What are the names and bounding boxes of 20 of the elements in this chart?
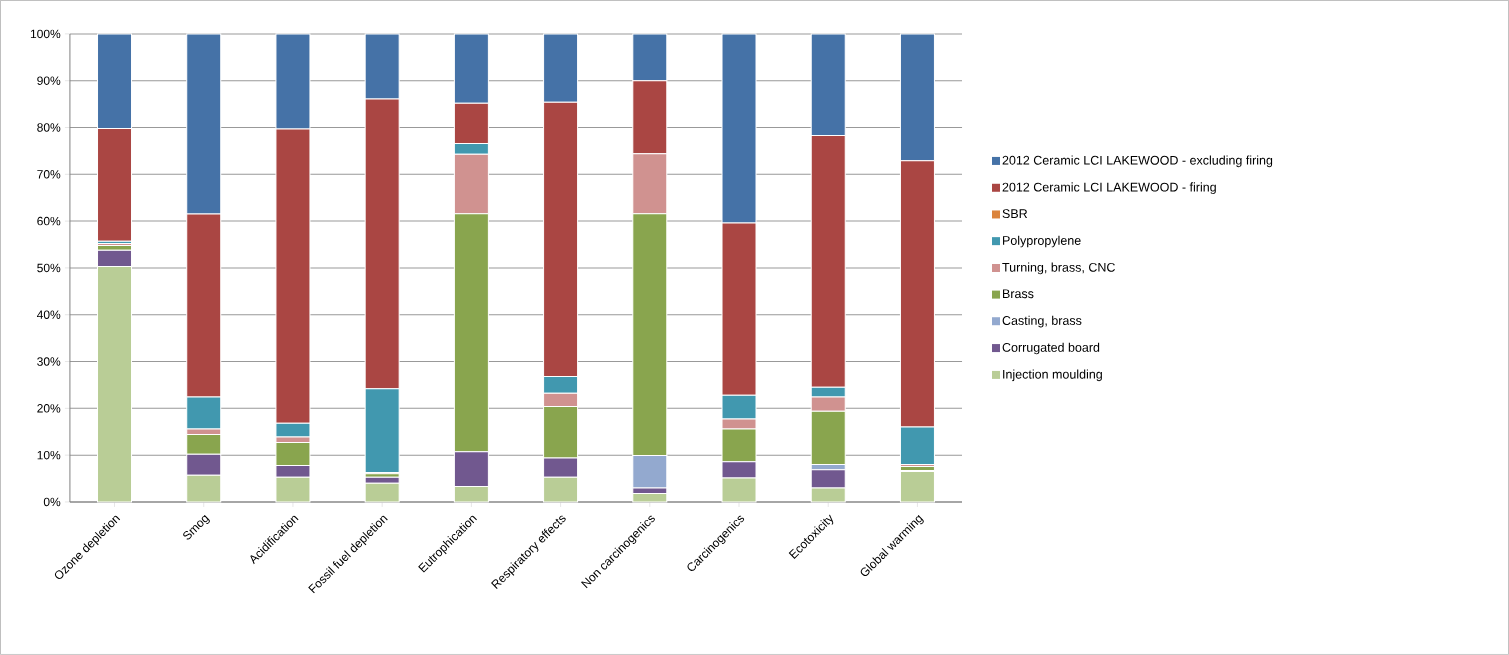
y-tick-label: 60% bbox=[37, 216, 61, 226]
legend-label: Turning, brass, CNC bbox=[1002, 262, 1115, 275]
legend-label: Corrugated board bbox=[1002, 342, 1100, 355]
legend-label: 2012 Ceramic LCI LAKEWOOD - excluding firing bbox=[1002, 155, 1273, 168]
y-tick-label: 10% bbox=[37, 450, 61, 460]
y-tick-label: 100% bbox=[30, 29, 61, 39]
y-tick-label: 50% bbox=[37, 263, 61, 273]
legend-label: Casting, brass bbox=[1002, 315, 1082, 328]
y-tick-label: 0% bbox=[43, 497, 61, 507]
legend-label: Brass bbox=[1003, 289, 1034, 299]
legend-label: Injection moulding bbox=[1003, 369, 1102, 382]
y-tick-label: 20% bbox=[37, 404, 61, 413]
y-tick-label: 30% bbox=[37, 357, 61, 366]
legend-label: SBR bbox=[1002, 209, 1028, 219]
y-tick-label: 70% bbox=[37, 170, 61, 179]
y-tick-label: 40% bbox=[36, 310, 61, 320]
y-tick-label: 80% bbox=[37, 123, 61, 132]
legend-label: Polypropylene bbox=[1003, 235, 1081, 248]
y-tick-label: 90% bbox=[37, 76, 61, 86]
legend-label: 2012 Ceramic LCI LAKEWOOD - firing bbox=[1002, 182, 1216, 195]
